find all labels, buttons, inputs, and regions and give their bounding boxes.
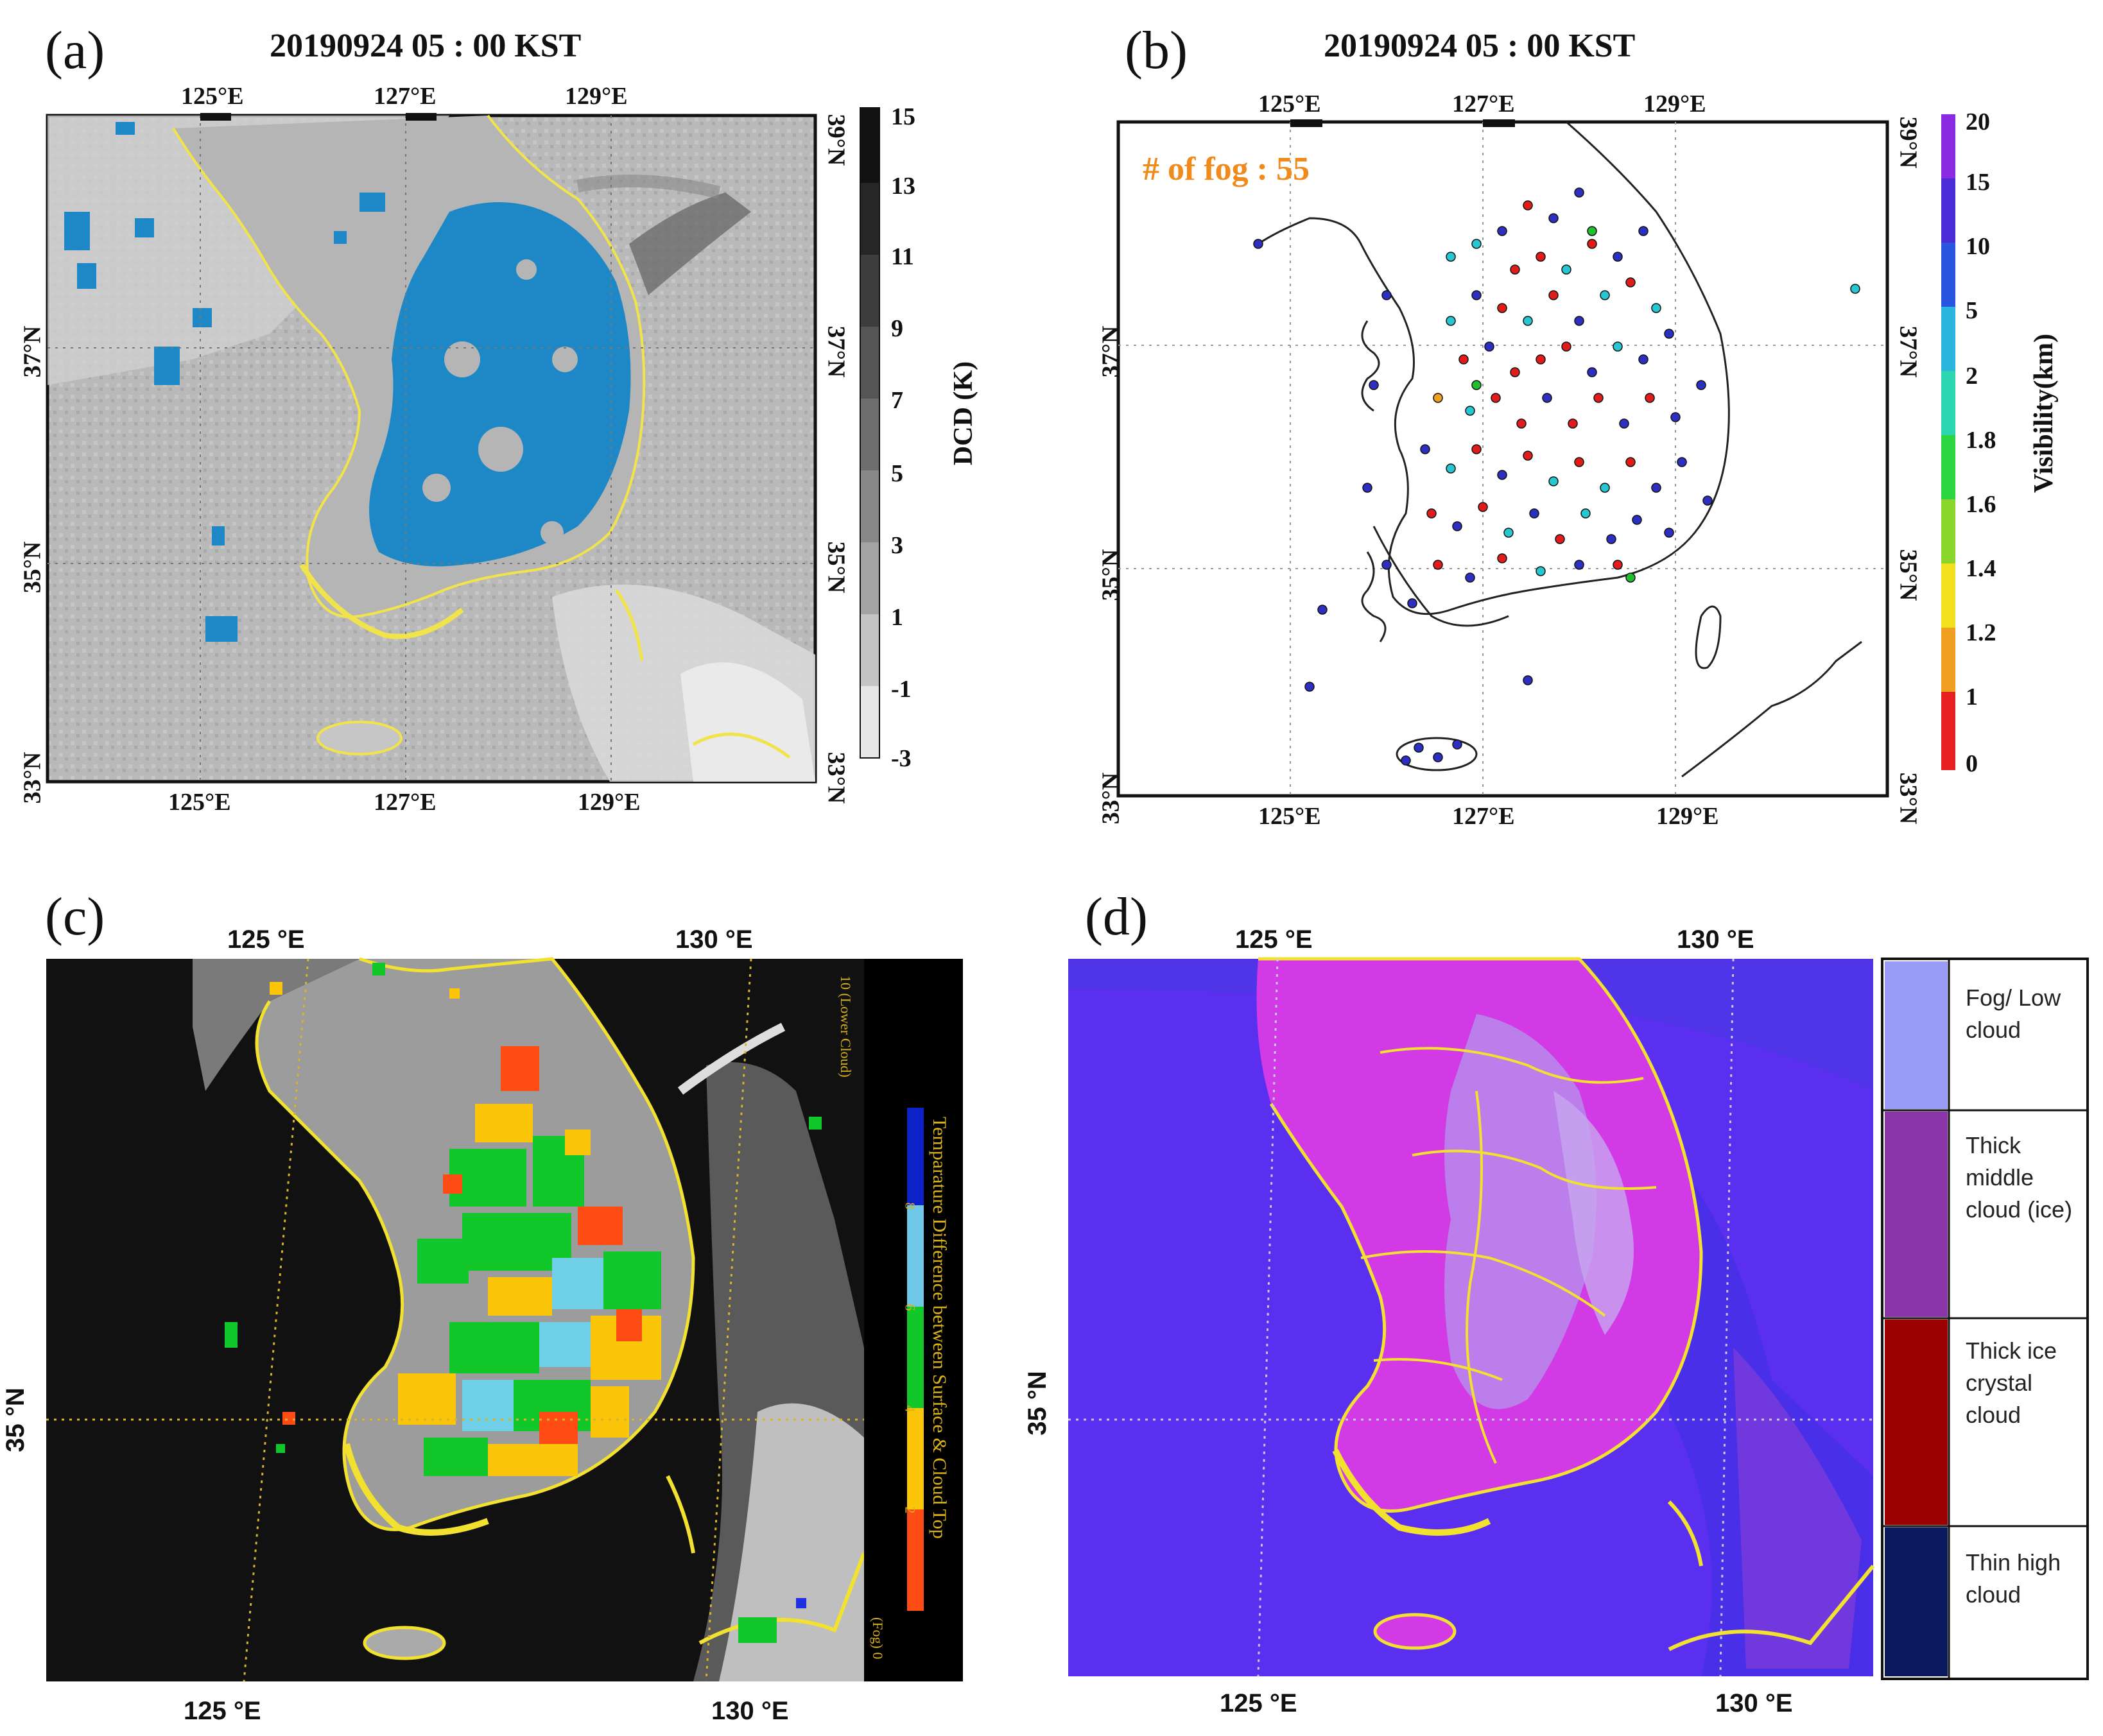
panel-letter: (b) <box>1125 21 1188 80</box>
lon-tick-top: 129°E <box>1643 90 1706 117</box>
colorbar-tick: 20 <box>1966 108 1990 135</box>
colorbar-tick: 9 <box>891 315 903 342</box>
panel-letter: (d) <box>1085 887 1148 947</box>
colorbar-tick: 1.8 <box>1966 427 1996 454</box>
lon-tick-top: 125 °E <box>1235 925 1313 954</box>
legend-label-thick-ice: Thick ice crystal cloud <box>1966 1337 2057 1428</box>
colorbar-tick: 15 <box>1966 169 1990 196</box>
lon-tick-bottom: 129°E <box>1656 803 1719 830</box>
lon-tick-top: 130 °E <box>675 925 753 954</box>
legend-swatch <box>1885 1527 1948 1676</box>
lon-tick-top: 125°E <box>1258 90 1321 117</box>
colorbar-tick: 3 <box>891 532 903 559</box>
legend-swatch <box>1885 961 1948 1109</box>
colorbar-a <box>860 107 880 759</box>
panel-letter: (c) <box>45 887 105 947</box>
lon-tick-bottom: 127°E <box>1452 803 1515 830</box>
colorbar-tick: 1.6 <box>1966 491 1996 518</box>
lon-tick-top: 127°E <box>374 83 437 110</box>
lon-tick-bottom: 130 °E <box>1715 1689 1793 1717</box>
colorbar-tick: 10 <box>1966 233 1990 260</box>
panel-letter: (a) <box>45 21 105 80</box>
station-markers <box>1253 187 1860 766</box>
lon-tick-top: 125 °E <box>227 925 305 954</box>
colorbar-tick: 1.2 <box>1966 619 1996 646</box>
colorbar-tick: 5 <box>891 460 903 487</box>
colorbar-tick: 15 <box>891 103 915 130</box>
lon-tick-top: 130 °E <box>1677 925 1754 954</box>
legend-label-fog: Fog/ Low cloud <box>1966 984 2061 1043</box>
lon-tick-bottom: 125°E <box>168 789 231 816</box>
colorbar-tick: -3 <box>891 745 912 772</box>
colorbar-b <box>1941 114 1955 770</box>
colorbar-tick: 5 <box>1966 297 1978 324</box>
lon-tick-bottom: 125°E <box>1258 803 1321 830</box>
lon-tick-bottom: 130 °E <box>711 1697 789 1725</box>
legend-table <box>1881 958 2089 1680</box>
legend-swatch <box>1885 1319 1948 1525</box>
legend-label-thick-middle: Thick middle cloud (ice) <box>1966 1132 2073 1223</box>
panel-title: 20190924 05 : 00 KST <box>1324 28 1636 64</box>
colorbar-tick: 7 <box>891 387 903 414</box>
legend-label-thin-high: Thin high cloud <box>1966 1549 2061 1608</box>
colorbar-tick: 0 <box>1966 750 1978 777</box>
colorbar-tick: 11 <box>891 243 914 270</box>
fog-count-annotation: # of fog : 55 <box>1143 151 1310 187</box>
colorbar-tick: -1 <box>891 676 912 703</box>
colorbar-c <box>864 959 963 1681</box>
legend-swatch <box>1885 1112 1948 1317</box>
lon-tick-bottom: 125 °E <box>184 1697 261 1725</box>
lon-tick-top: 129°E <box>565 83 628 110</box>
colorbar-tick: 1.4 <box>1966 555 1996 582</box>
panel-title: 20190924 05 : 00 KST <box>270 28 582 64</box>
lon-tick-top: 125°E <box>181 83 244 110</box>
lon-tick-top: 127°E <box>1452 90 1515 117</box>
lon-tick-bottom: 127°E <box>374 789 437 816</box>
colorbar-tick: 1 <box>891 604 903 631</box>
colorbar-tick: 2 <box>1966 363 1978 390</box>
lon-tick-bottom: 129°E <box>578 789 641 816</box>
colorbar-tick: 1 <box>1966 683 1978 710</box>
colorbar-tick: 13 <box>891 173 915 200</box>
lat-tick-left: 35 °N <box>1023 1371 1052 1436</box>
lon-tick-bottom: 125 °E <box>1220 1689 1297 1717</box>
